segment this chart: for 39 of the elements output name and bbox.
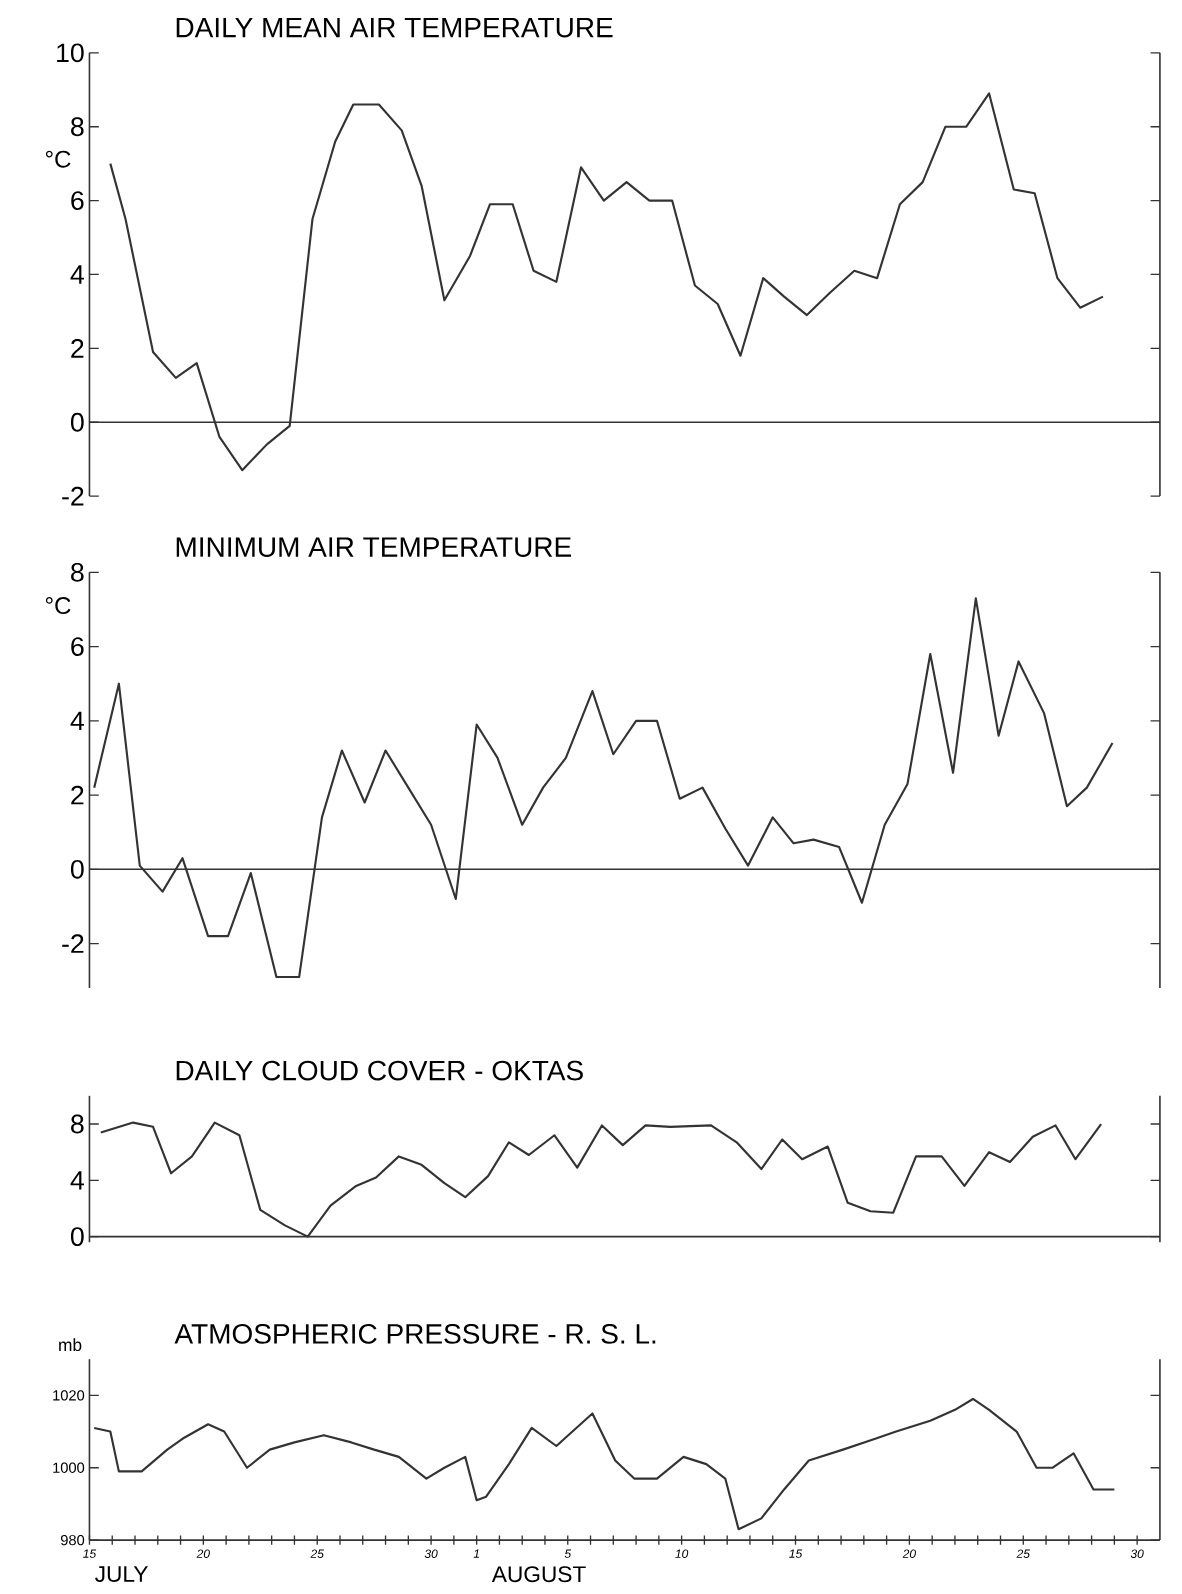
text: AUGUST bbox=[491, 1566, 586, 1583]
text: JULY bbox=[94, 1566, 148, 1582]
y-tick-label: 6 bbox=[71, 637, 84, 656]
x-tick-label: 30 bbox=[424, 1549, 438, 1558]
y-tick-label: 980 bbox=[60, 1534, 85, 1546]
y-axis-title: °C bbox=[45, 150, 71, 168]
y-tick-label: 0 bbox=[70, 859, 84, 879]
y-tick-label: 4 bbox=[70, 1171, 84, 1190]
y-axis-title: °C bbox=[45, 597, 71, 615]
x-tick-label: 15 bbox=[789, 1549, 803, 1558]
x-tick-label: 15 bbox=[82, 1549, 97, 1558]
x-tick-label: 20 bbox=[196, 1549, 210, 1558]
y-tick-label: 4 bbox=[70, 265, 84, 284]
y-tick-label: -2 bbox=[62, 934, 84, 953]
x-tick-label: 1 bbox=[473, 1549, 479, 1558]
y-tick-label: 0 bbox=[70, 412, 84, 432]
y-tick-label: 6 bbox=[71, 191, 84, 211]
y-tick-label: 8 bbox=[70, 562, 84, 582]
chart-title: DAILY MEAN AIR TEMPERATURE bbox=[176, 17, 613, 38]
chart-title: ATMOSPHERIC PRESSURE - R. S. L. bbox=[174, 1323, 656, 1344]
y-tick-label: 0 bbox=[70, 1227, 84, 1247]
x-tick-label: 25 bbox=[1016, 1549, 1030, 1558]
chart-title: DAILY CLOUD COVER - OKTAS bbox=[176, 1060, 583, 1081]
y-tick-label: 2 bbox=[71, 339, 84, 358]
x-tick-label: 25 bbox=[310, 1549, 324, 1558]
x-tick-label: 30 bbox=[1130, 1549, 1144, 1558]
y-tick-label: -2 bbox=[62, 486, 84, 506]
y-tick-label: 8 bbox=[70, 1114, 84, 1134]
x-tick-label: 10 bbox=[675, 1549, 689, 1558]
y-axis-title: mb bbox=[59, 1338, 82, 1352]
y-tick-label: 1020 bbox=[53, 1390, 85, 1401]
chart-title: MINIMUM AIR TEMPERATURE bbox=[176, 537, 571, 557]
y-tick-label: 8 bbox=[70, 117, 84, 137]
y-tick-label: 1000 bbox=[53, 1462, 85, 1473]
y-tick-label: 10 bbox=[56, 43, 84, 63]
x-tick-label: 20 bbox=[902, 1549, 916, 1558]
y-tick-label: 2 bbox=[71, 785, 84, 805]
y-tick-label: 4 bbox=[70, 711, 84, 730]
x-tick-label: 5 bbox=[564, 1549, 571, 1558]
